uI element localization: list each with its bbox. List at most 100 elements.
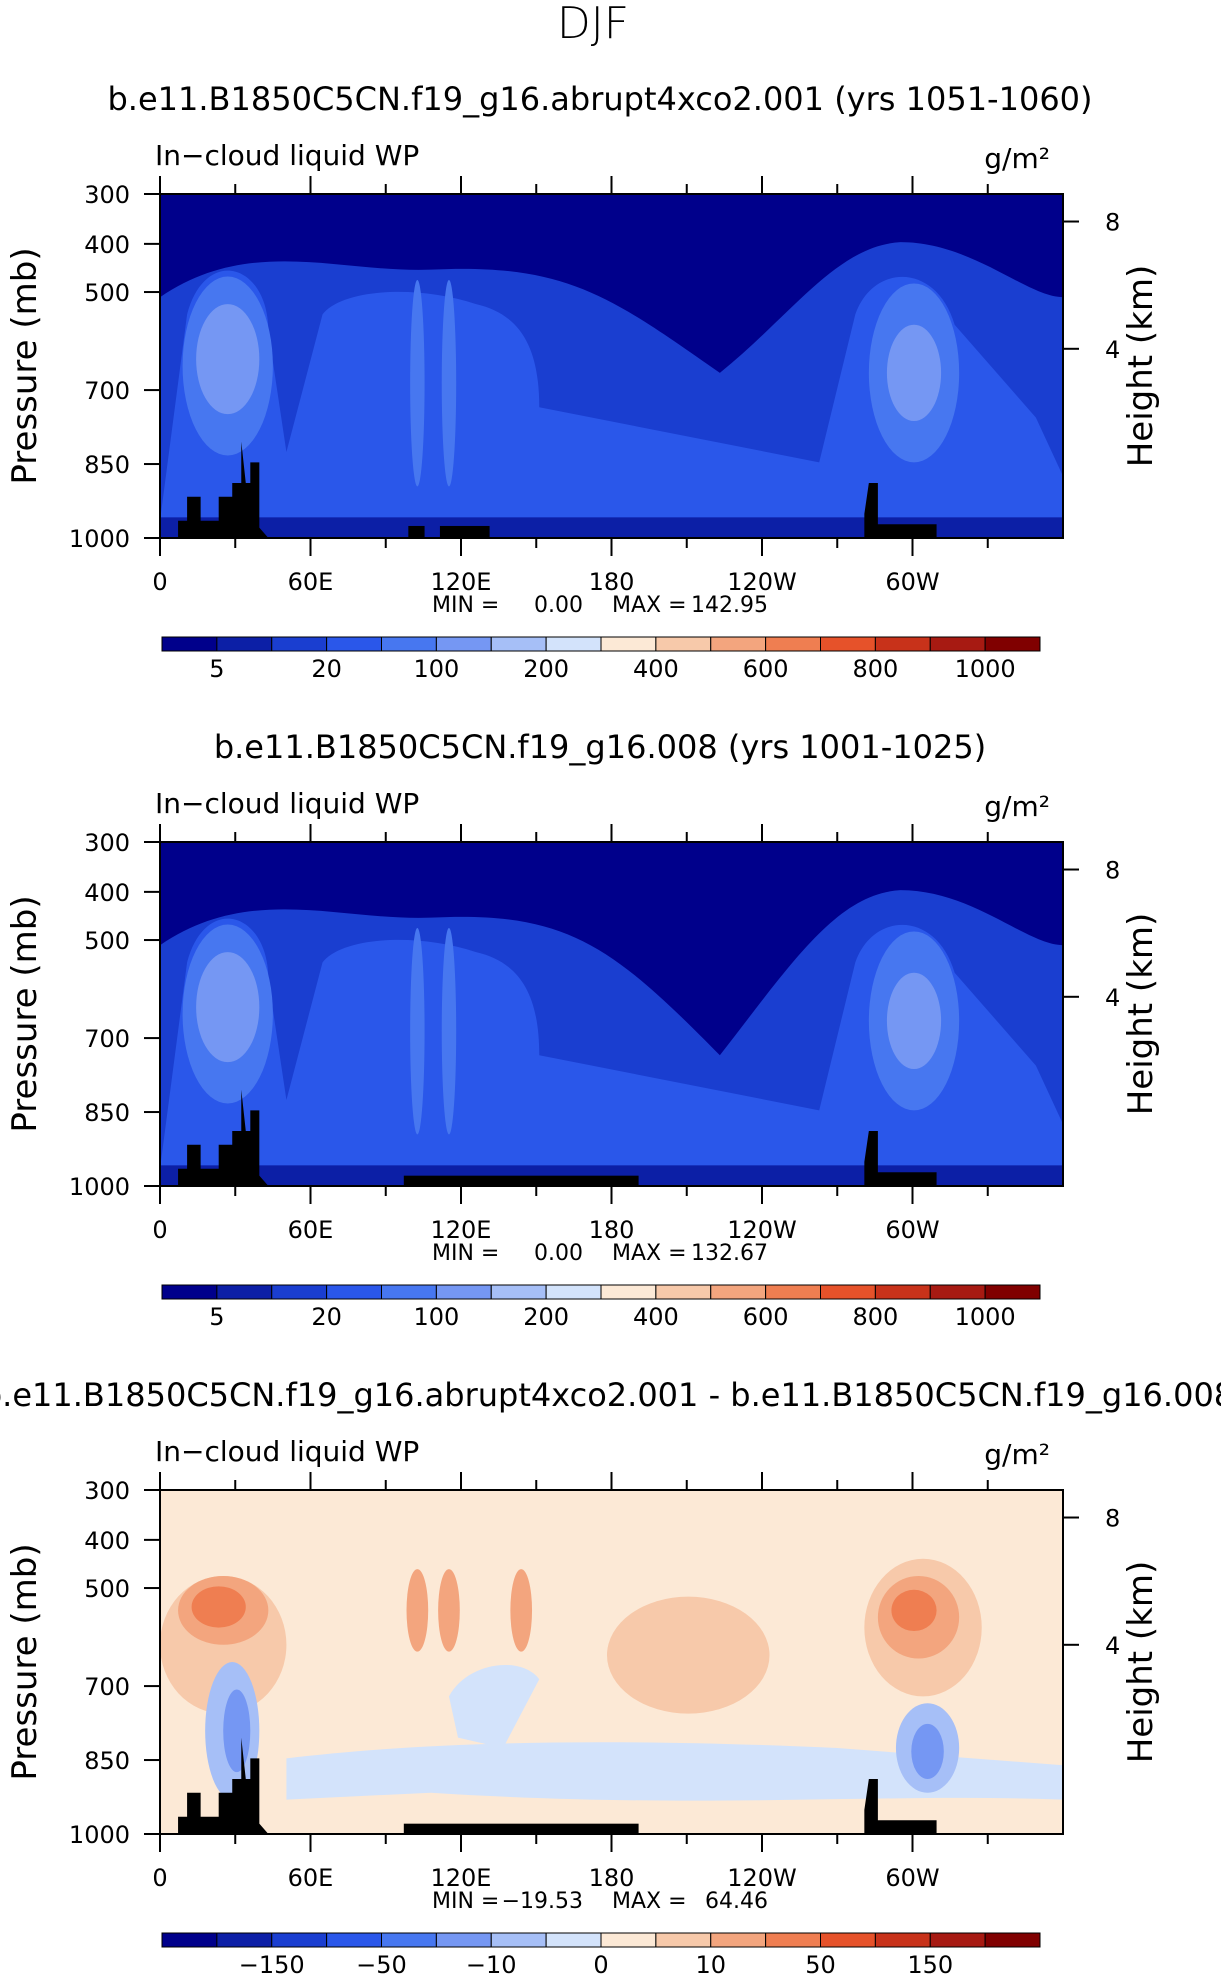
x-tick-label: 180 — [589, 568, 635, 596]
colorbar-swatch — [655, 1932, 712, 1948]
contour-fill-level-150 — [196, 304, 260, 415]
colorbar-swatch — [381, 1932, 437, 1948]
colorbar-label: −10 — [466, 1951, 517, 1979]
x-tick-label: 60E — [288, 568, 334, 596]
y-tick-label: 300 — [84, 181, 130, 209]
y-right-axis-title: Height (km) — [1121, 1561, 1161, 1764]
x-tick-label: 0 — [152, 1216, 167, 1244]
y-tick-label: 500 — [84, 1575, 130, 1603]
colorbar-swatch — [600, 636, 657, 652]
colorbar-label: 20 — [311, 1303, 342, 1331]
colorbar-swatch — [710, 1932, 767, 1948]
y-axis-title: Pressure (mb) — [5, 1543, 45, 1780]
y-tick-label: 700 — [84, 377, 130, 405]
y-tick-label: 1000 — [69, 525, 130, 553]
y-tick-label: 500 — [84, 279, 130, 307]
colorbar-swatch — [929, 1284, 986, 1300]
min-label: MIN = — [432, 593, 499, 618]
y-tick-label: 850 — [84, 451, 130, 479]
colorbar-swatch — [765, 1284, 821, 1300]
y-tick-label: 850 — [84, 1747, 130, 1775]
panel-title: b.e11.B1850C5CN.f19_g16.008 (yrs 1001-10… — [214, 728, 986, 766]
y-tick-label: 1000 — [69, 1821, 130, 1849]
colorbar-swatch — [545, 636, 602, 652]
min-value: −19.53 — [502, 1889, 583, 1914]
topography-mask — [439, 525, 490, 538]
max-label: MAX = — [612, 1889, 687, 1914]
min-label: MIN = — [432, 1241, 499, 1266]
contour-fill-level-100 — [441, 280, 457, 487]
colorbar-swatch — [161, 636, 218, 652]
colorbar-label: 10 — [695, 1951, 726, 1979]
topography-mask — [864, 482, 937, 538]
colorbar-swatch — [490, 1284, 547, 1300]
topography-mask — [864, 1778, 937, 1834]
colorbar-swatch — [820, 1932, 876, 1948]
contour-fill-level-100 — [410, 927, 425, 1135]
y-tick-label: 850 — [84, 1099, 130, 1127]
colorbar-swatch — [271, 1284, 328, 1300]
y-tick-label: 700 — [84, 1025, 130, 1053]
topography-mask — [403, 1823, 639, 1834]
colorbar-swatch — [435, 1284, 492, 1300]
topography-mask — [403, 1175, 639, 1186]
y-tick-label: 400 — [84, 231, 130, 259]
topography-mask — [178, 441, 269, 538]
contour-fill-level-10 — [160, 1165, 1063, 1186]
y-tick-label: 400 — [84, 879, 130, 907]
y-tick-label: 500 — [84, 927, 130, 955]
x-tick-label: 120W — [727, 1864, 797, 1892]
colorbar-swatch — [765, 1932, 821, 1948]
y-right-tick-label: 4 — [1105, 1632, 1120, 1660]
colorbar-label: 800 — [852, 655, 898, 683]
colorbar-swatch — [326, 1932, 382, 1948]
colorbar-label: 150 — [907, 1951, 953, 1979]
panel-1: b.e11.B1850C5CN.f19_g16.abrupt4xco2.001 … — [5, 80, 1161, 683]
y-tick-label: 700 — [84, 1673, 130, 1701]
max-label: MAX = — [612, 1241, 687, 1266]
colorbar-label: 5 — [209, 655, 224, 683]
colorbar-swatch — [874, 1284, 931, 1300]
colorbar-swatch — [161, 1284, 218, 1300]
contour-fill-level-150 — [196, 952, 260, 1063]
colorbar-label: 600 — [743, 1303, 789, 1331]
colorbar-swatch — [820, 636, 876, 652]
contour-fill-level-neg5 — [448, 1664, 540, 1748]
colorbar-label: 1000 — [955, 1303, 1016, 1331]
x-tick-label: 60E — [288, 1216, 334, 1244]
colorbar-label: 0 — [593, 1951, 608, 1979]
y-right-tick-label: 8 — [1105, 209, 1120, 237]
colorbar-swatch — [381, 1284, 437, 1300]
x-tick-label: 60E — [288, 1864, 334, 1892]
colorbar-label: 1000 — [955, 655, 1016, 683]
contour-fill-level-10 — [438, 1569, 460, 1652]
y-right-tick-label: 4 — [1105, 984, 1120, 1012]
colorbar-label: 20 — [311, 655, 342, 683]
colorbar-swatch — [216, 636, 273, 652]
y-right-axis-title: Height (km) — [1121, 913, 1161, 1116]
x-tick-label: 120W — [727, 568, 797, 596]
colorbar-label: −50 — [356, 1951, 407, 1979]
colorbar-label: 800 — [852, 1303, 898, 1331]
x-tick-label: 0 — [152, 568, 167, 596]
contour-fill-level-100 — [441, 927, 457, 1135]
y-tick-label: 1000 — [69, 1173, 130, 1201]
max-value: 132.67 — [691, 1241, 768, 1266]
colorbar-label: 200 — [523, 655, 569, 683]
x-tick-label: 120E — [431, 1864, 492, 1892]
colorbar-label: 50 — [805, 1951, 836, 1979]
panel-title: b.e11.B1850C5CN.f19_g16.abrupt4xco2.001 … — [0, 1376, 1221, 1414]
contour-fill-level-10 — [510, 1569, 533, 1652]
colorbar-swatch — [655, 1284, 712, 1300]
y-right-axis-title: Height (km) — [1121, 265, 1161, 468]
colorbar-swatch — [710, 1284, 767, 1300]
x-tick-label: 120E — [431, 568, 492, 596]
contour-fill-level-50 — [160, 270, 1063, 521]
y-axis-title: Pressure (mb) — [5, 247, 45, 484]
field-label: In−cloud liquid WP — [155, 139, 419, 172]
y-axis-title: Pressure (mb) — [5, 895, 45, 1132]
x-tick-label: 60W — [885, 1864, 939, 1892]
colorbar-label: 200 — [523, 1303, 569, 1331]
colorbar-swatch — [435, 636, 492, 652]
